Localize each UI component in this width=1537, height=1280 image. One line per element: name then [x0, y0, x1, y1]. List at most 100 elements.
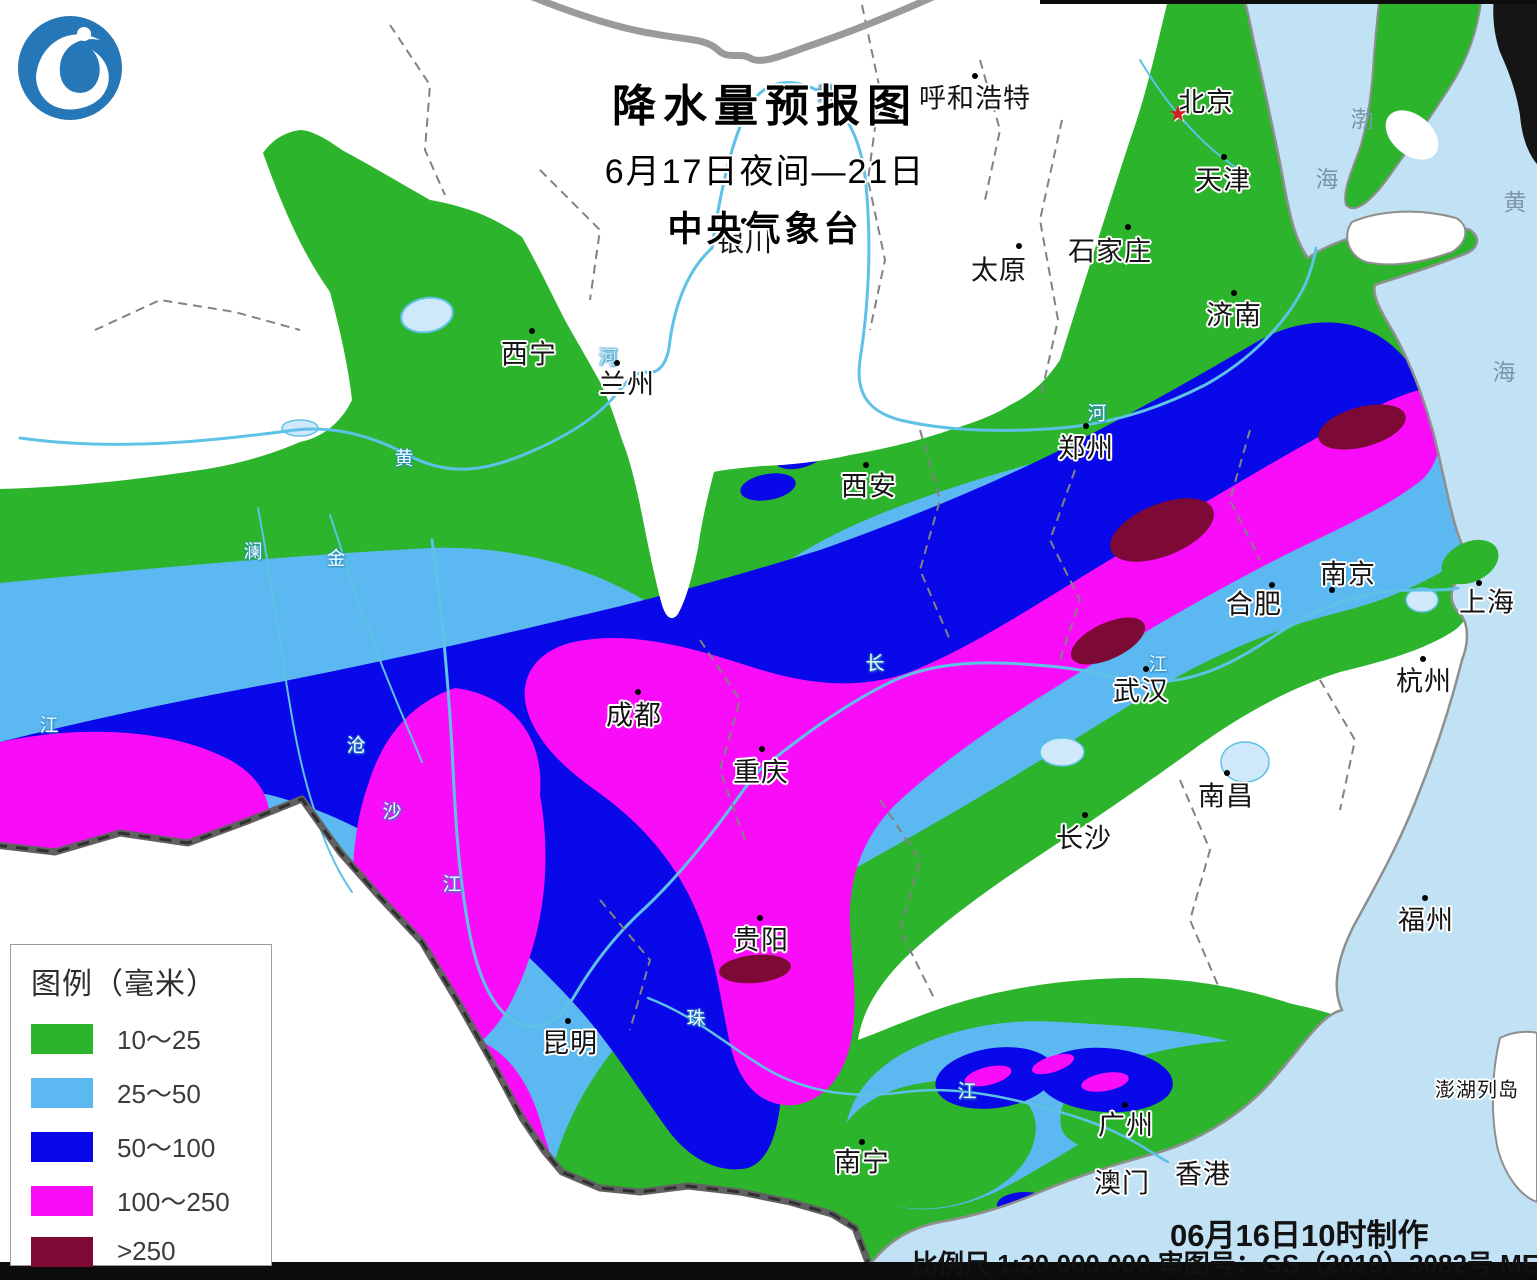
legend-row: 100～250 — [31, 1182, 271, 1219]
legend-row: 10～25 — [31, 1020, 271, 1057]
river-label: 江 — [957, 1081, 977, 1103]
city-label: 武汉 — [1113, 676, 1169, 707]
precip-spot-gt250 — [1318, 404, 1406, 450]
legend-label: 25～50 — [117, 1079, 201, 1109]
city-dot — [757, 915, 763, 921]
capital-star-icon: ★ — [1168, 101, 1188, 126]
city-dot — [863, 462, 869, 468]
city-label: 北京 — [1178, 87, 1234, 118]
city-dot — [635, 689, 641, 695]
hai-river — [1139, 59, 1249, 176]
city-label: 上海 — [1459, 587, 1515, 618]
legend-swatch — [31, 1077, 93, 1108]
sea-label: 渤 — [1350, 106, 1374, 132]
precip-band-100-250-main — [524, 390, 1442, 1106]
river-label: 珠 — [686, 1008, 706, 1030]
made-at-timestamp: 06月16日10时制作 — [1170, 1218, 1429, 1253]
city-dot — [759, 746, 765, 752]
river-label: 长 — [865, 653, 885, 675]
scale-and-approval: 比例尺 1:20 000 000 审图号：GS（2019）3082号 MESIS… — [912, 1249, 1537, 1279]
city-label: 西安 — [841, 471, 897, 502]
rain-spot-blue — [740, 473, 796, 501]
legend-row: 50～100 — [31, 1128, 271, 1165]
dry-area-southeast — [858, 575, 1474, 1040]
legend-label: >250 — [117, 1236, 176, 1266]
river-label: 河 — [598, 347, 618, 369]
legend-title: 图例（毫米） — [31, 968, 217, 1001]
legend-swatch — [31, 1023, 93, 1054]
river-label: 黄 — [816, 83, 836, 105]
precip-spot-gt250 — [1070, 617, 1146, 665]
city-label: 长沙 — [1056, 823, 1112, 854]
city-label: 合肥 — [1226, 589, 1282, 620]
rivers — [18, 59, 1460, 1164]
city-dot — [741, 218, 747, 224]
city-dot — [1231, 290, 1237, 296]
top-frame — [1040, 0, 1537, 4]
city-label: 香港 — [1175, 1159, 1231, 1190]
city-dot — [1269, 582, 1275, 588]
sea-label: 海 — [1315, 166, 1339, 192]
city-dot — [565, 1018, 571, 1024]
city-dot — [1422, 895, 1428, 901]
city-label: 南京 — [1320, 559, 1376, 590]
poyang-lake — [1220, 741, 1270, 783]
city-dot — [1221, 154, 1227, 160]
liaodong-peninsula — [1344, 0, 1483, 210]
shanghai-coastal-green — [1441, 539, 1499, 585]
city-label: 石家庄 — [1068, 236, 1152, 267]
province-boundaries — [94, 4, 1357, 1031]
city-label: 兰州 — [599, 369, 655, 400]
city-dot — [859, 1139, 865, 1145]
city-label: 西宁 — [501, 339, 557, 370]
city-label: 南宁 — [834, 1147, 890, 1178]
south-magenta-cell — [964, 1065, 1012, 1087]
city-dot — [1016, 243, 1022, 249]
border-southwest-dash — [0, 797, 870, 1263]
legend-items: 10～25 25～50 50～100 100～250 >250 — [31, 1020, 271, 1267]
legend-row: >250 — [31, 1236, 271, 1267]
city-label: 澳门 — [1094, 1168, 1150, 1199]
south-magenta-cell — [1031, 1053, 1075, 1075]
taiwan-strait-land — [1491, 1030, 1537, 1204]
city-dot — [1143, 666, 1149, 672]
map-title: 降水量预报图 — [611, 82, 918, 131]
border-mongolia — [530, 0, 935, 64]
lancang-river — [257, 507, 353, 893]
dongting-lake — [1039, 737, 1085, 767]
title-block: 降水量预报图 6月17日夜间—21日 中央气象台 — [605, 70, 926, 252]
map-agency: 中央气象台 — [667, 210, 863, 249]
city-label: 澎湖列岛 — [1435, 1079, 1519, 1102]
river-label: 江 — [442, 874, 462, 896]
city-dot — [529, 328, 535, 334]
city-label: 杭州 — [1396, 666, 1452, 697]
legend-swatch — [31, 1236, 93, 1267]
city-dot — [1224, 770, 1230, 776]
city-dot — [1329, 587, 1335, 593]
city-label: 呼和浩特 — [919, 83, 1031, 114]
yangtze-river — [430, 538, 1460, 1028]
city-label: 南昌 — [1198, 781, 1254, 812]
city-dot — [1082, 812, 1088, 818]
city-dot — [1125, 224, 1131, 230]
liaodong-dry-tip — [1385, 110, 1439, 160]
cma-logo — [18, 16, 122, 120]
legend: 图例（毫米） 10～25 25～50 50～100 100～250 >250 — [10, 944, 272, 1267]
dry-area-north — [0, 0, 1168, 619]
legend-row: 25～50 — [31, 1074, 271, 1111]
legend-swatch — [31, 1185, 93, 1216]
river-label: 河 — [1087, 403, 1107, 425]
city-dot — [614, 360, 620, 366]
jinsha-river — [329, 514, 423, 763]
precip-spot-gt250 — [1110, 498, 1214, 562]
river-label: 沧 — [346, 735, 366, 757]
city-label: 贵阳 — [733, 925, 789, 956]
south-green-nanning — [834, 1080, 1036, 1209]
rain-spot-magenta — [502, 887, 530, 907]
qinghai-lake — [400, 296, 454, 334]
city-label: 昆明 — [542, 1028, 598, 1059]
yellow-river — [18, 81, 1318, 471]
city-label: 重庆 — [733, 757, 789, 788]
shandong-dry-pocket — [1346, 210, 1467, 266]
